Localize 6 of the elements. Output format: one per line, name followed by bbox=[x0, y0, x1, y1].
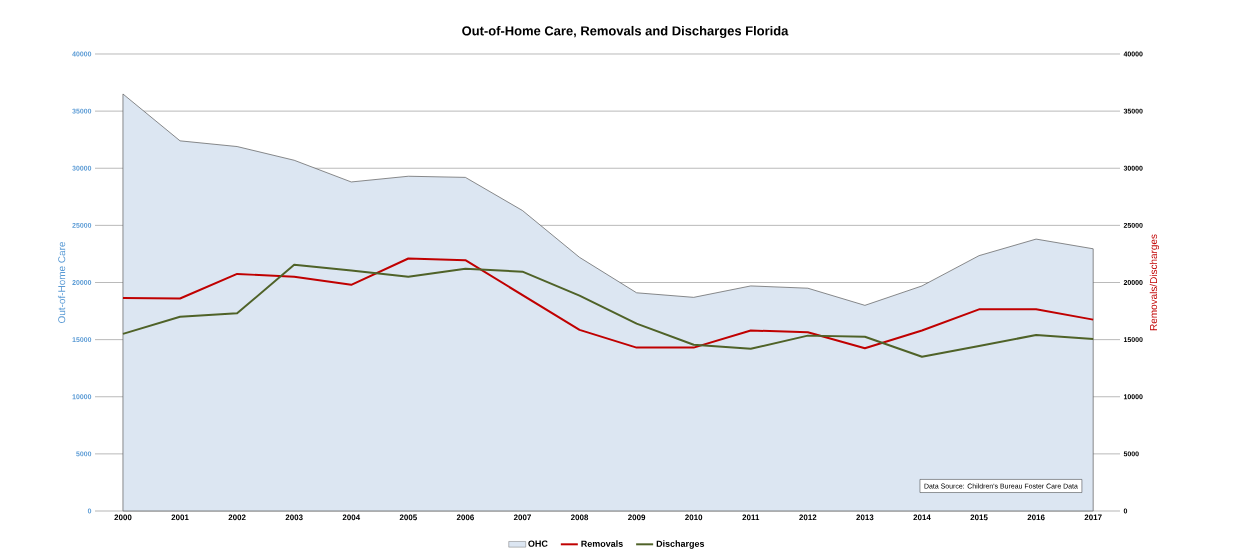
legend-label: OHC bbox=[528, 540, 548, 547]
chart-title: Out-of-Home Care, Removals and Discharges Florida bbox=[462, 25, 789, 39]
y2-axis-title: Removals/Discharges bbox=[1149, 234, 1160, 331]
y-axis-title: Out-of-Home Care bbox=[57, 241, 66, 323]
legend-label: Discharges bbox=[656, 540, 705, 549]
legend-label: Removals bbox=[581, 540, 623, 547]
